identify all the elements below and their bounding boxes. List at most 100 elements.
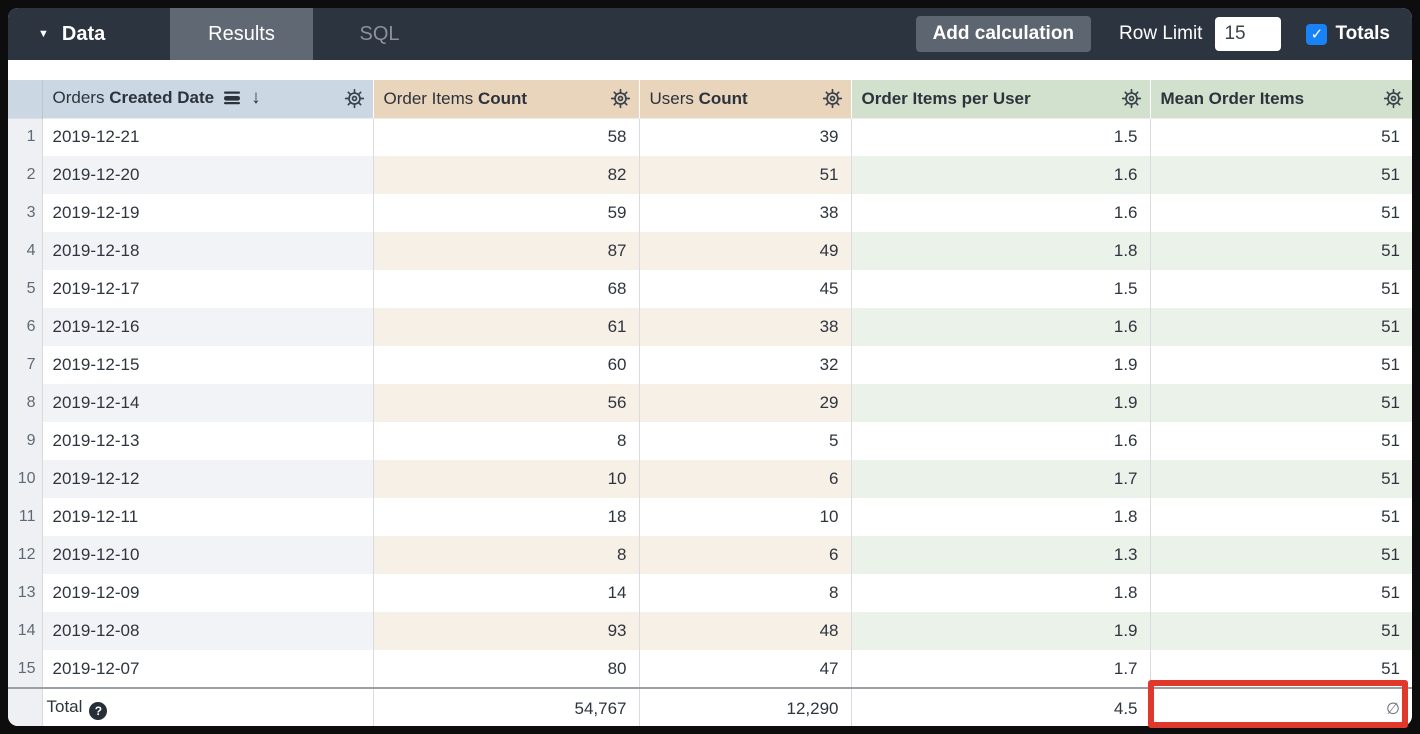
users-count-cell[interactable]: 48: [639, 612, 852, 650]
orders-created-date-cell[interactable]: 2019-12-11: [42, 498, 374, 536]
mean-order-items-cell[interactable]: 51: [1381, 431, 1400, 450]
users-count-cell[interactable]: 38: [639, 194, 852, 232]
mean-order-items-cell[interactable]: 51: [1381, 583, 1400, 602]
orders-created-date-cell[interactable]: 2019-12-10: [42, 536, 374, 574]
users-count-cell[interactable]: 38: [639, 308, 852, 346]
column-header-order-items-count[interactable]: Order Items Count: [372, 80, 639, 119]
gear-icon[interactable]: [1383, 88, 1404, 109]
order-items-count-cell[interactable]: 59: [373, 194, 640, 232]
column-header-users-count[interactable]: Users Count: [638, 80, 851, 119]
order-items-per-user-cell[interactable]: 1.8: [851, 498, 1151, 536]
orders-created-date-cell[interactable]: 2019-12-19: [42, 194, 374, 232]
order-items-per-user-cell[interactable]: 1.3: [851, 536, 1151, 574]
mean-order-items-cell[interactable]: 51: [1381, 658, 1400, 678]
help-icon[interactable]: ?: [89, 702, 108, 720]
order-items-count-cell[interactable]: 18: [373, 498, 640, 536]
mean-order-items-cell[interactable]: 51: [1381, 507, 1400, 526]
order-items-count-cell[interactable]: 10: [373, 460, 640, 498]
order-items-per-user-cell[interactable]: 1.5: [851, 118, 1151, 156]
order-items-per-user-cell[interactable]: 1.9: [851, 384, 1151, 422]
order-items-count-cell[interactable]: 8: [373, 422, 640, 460]
column-field-label: Count: [477, 88, 528, 108]
add-calculation-button[interactable]: Add calculation: [915, 16, 1092, 52]
users-count-cell[interactable]: 5: [639, 422, 852, 460]
orders-created-date-cell[interactable]: 2019-12-09: [42, 574, 374, 612]
mean-order-items-cell[interactable]: 51: [1150, 308, 1412, 346]
order-items-count-cell[interactable]: 87: [373, 232, 640, 270]
users-count-cell[interactable]: 47: [639, 650, 852, 688]
gear-icon[interactable]: [1121, 88, 1142, 109]
mean-order-items-cell[interactable]: 51: [1150, 536, 1412, 574]
total-users-count[interactable]: 12,290: [639, 687, 852, 726]
users-count-cell[interactable]: 6: [639, 460, 852, 498]
gear-icon[interactable]: [822, 88, 843, 109]
order-items-count-cell[interactable]: 93: [373, 612, 640, 650]
mean-order-items-cell[interactable]: 51: [1150, 384, 1412, 422]
gear-icon[interactable]: [344, 88, 365, 109]
users-count-cell[interactable]: 51: [639, 156, 852, 194]
order-items-count-cell[interactable]: 82: [373, 156, 640, 194]
orders-created-date-cell[interactable]: 2019-12-08: [42, 612, 374, 650]
mean-order-items-cell[interactable]: 51: [1381, 203, 1400, 222]
users-count-cell[interactable]: 6: [639, 536, 852, 574]
totals-checkbox[interactable]: ✓: [1306, 23, 1328, 45]
users-count-cell[interactable]: 10: [639, 498, 852, 536]
order-items-per-user-cell[interactable]: 1.6: [851, 308, 1151, 346]
mean-order-items-cell[interactable]: 51: [1381, 355, 1400, 374]
order-items-per-user-cell[interactable]: 1.8: [851, 232, 1151, 270]
orders-created-date-cell[interactable]: 2019-12-20: [42, 156, 374, 194]
orders-created-date-cell[interactable]: 2019-12-14: [42, 384, 374, 422]
orders-created-date-cell[interactable]: 2019-12-07: [42, 650, 374, 688]
users-count-cell[interactable]: 29: [639, 384, 852, 422]
order-items-count-cell[interactable]: 61: [373, 308, 640, 346]
order-items-per-user-cell[interactable]: 1.9: [851, 346, 1151, 384]
row-limit-input[interactable]: [1215, 17, 1282, 51]
orders-created-date-cell[interactable]: 2019-12-17: [42, 270, 374, 308]
order-items-per-user-cell[interactable]: 1.5: [851, 270, 1151, 308]
order-items-count-cell[interactable]: 58: [373, 118, 640, 156]
order-items-per-user-cell[interactable]: 1.6: [851, 156, 1151, 194]
users-count-cell[interactable]: 45: [639, 270, 852, 308]
tab-sql[interactable]: SQL: [359, 22, 400, 45]
mean-order-items-cell[interactable]: 51: [1150, 232, 1412, 270]
mean-order-items-cell[interactable]: 51: [1150, 460, 1412, 498]
column-header-order-items-per-user[interactable]: Order Items per User: [850, 80, 1150, 119]
order-items-per-user-cell[interactable]: 1.6: [851, 194, 1151, 232]
mean-order-items-cell[interactable]: 51: [1381, 127, 1400, 147]
orders-created-date-cell[interactable]: 2019-12-21: [42, 118, 374, 156]
toolbar-table-gap: [8, 60, 1412, 80]
row-number-cell: 7: [8, 346, 43, 384]
orders-created-date-cell[interactable]: 2019-12-18: [42, 232, 374, 270]
order-items-count-cell[interactable]: 8: [373, 536, 640, 574]
mean-order-items-cell[interactable]: 51: [1150, 156, 1412, 194]
order-items-per-user-cell[interactable]: 1.8: [851, 574, 1151, 612]
order-items-count-cell[interactable]: 68: [373, 270, 640, 308]
users-count-cell[interactable]: 32: [639, 346, 852, 384]
column-header-mean-order-items[interactable]: Mean Order Items: [1149, 80, 1412, 119]
order-items-count-cell[interactable]: 14: [373, 574, 640, 612]
mean-order-items-cell[interactable]: 51: [1150, 612, 1412, 650]
order-items-per-user-cell[interactable]: 1.7: [851, 650, 1151, 688]
order-items-count-cell[interactable]: 80: [373, 650, 640, 688]
total-order-items-count[interactable]: 54,767: [373, 687, 640, 726]
data-section-toggle[interactable]: ▼ Data: [8, 8, 170, 60]
order-items-per-user-cell[interactable]: 1.6: [851, 422, 1151, 460]
total-order-items-per-user[interactable]: 4.5: [851, 687, 1151, 726]
order-items-count-cell[interactable]: 60: [373, 346, 640, 384]
column-header-orders-created-date[interactable]: Orders Created Date ↓: [42, 80, 373, 119]
sort-desc-icon[interactable]: ↓: [251, 87, 261, 109]
users-count-cell[interactable]: 8: [639, 574, 852, 612]
users-count-cell[interactable]: 39: [639, 118, 852, 156]
order-items-per-user-cell[interactable]: 1.7: [851, 460, 1151, 498]
tab-results[interactable]: Results: [170, 8, 313, 60]
orders-created-date-cell[interactable]: 2019-12-15: [42, 346, 374, 384]
mean-order-items-cell[interactable]: 51: [1381, 279, 1400, 298]
users-count-cell[interactable]: 49: [639, 232, 852, 270]
orders-created-date-cell[interactable]: 2019-12-13: [42, 422, 374, 460]
orders-created-date-cell[interactable]: 2019-12-12: [42, 460, 374, 498]
orders-created-date-cell[interactable]: 2019-12-16: [42, 308, 374, 346]
gear-icon[interactable]: [610, 88, 631, 109]
column-field-label: Order Items per User: [861, 88, 1031, 108]
order-items-per-user-cell[interactable]: 1.9: [851, 612, 1151, 650]
order-items-count-cell[interactable]: 56: [373, 384, 640, 422]
